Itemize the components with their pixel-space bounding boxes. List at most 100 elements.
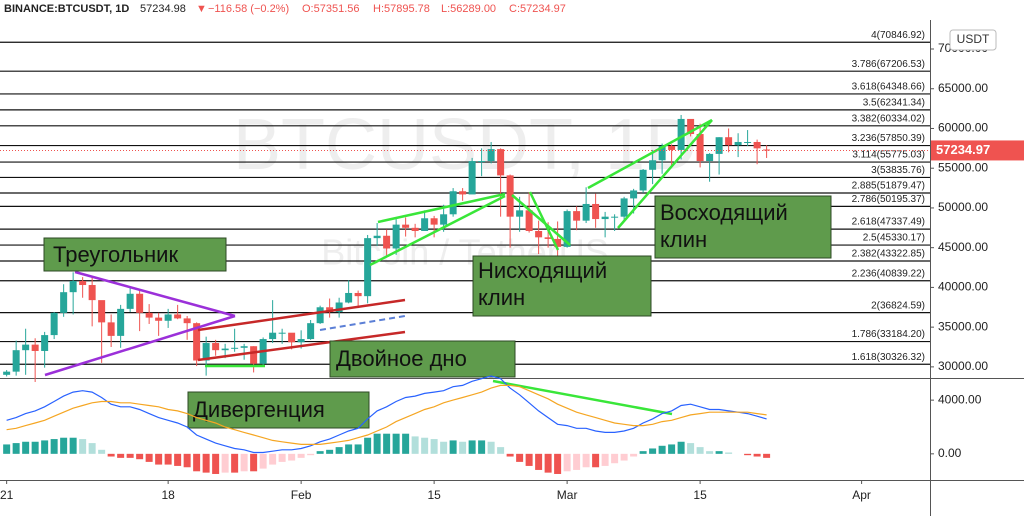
ohlc-high: H:57895.78 (373, 3, 430, 15)
y-tick-label: 65000.00 (938, 81, 988, 95)
macd-histogram-bar (478, 440, 486, 454)
fib-label: 2.236(40839.22) (852, 268, 925, 279)
annotation-text: клин (660, 227, 707, 252)
fib-label: 3.114(55775.03) (852, 150, 925, 161)
macd-histogram-bar (88, 443, 96, 454)
candle-body (421, 218, 429, 231)
annotation-text: Двойное дно (336, 346, 467, 371)
y-tick-label: 50000.00 (938, 200, 988, 214)
annotation-text: клин (478, 285, 525, 310)
candle-body (535, 230, 543, 238)
macd-histogram-bar (221, 453, 229, 473)
candle-body (269, 332, 277, 340)
candle-body (79, 281, 87, 286)
macd-histogram-bar (744, 453, 752, 456)
macd-histogram-bar (155, 453, 163, 465)
macd-histogram-bar (364, 437, 372, 454)
macd-histogram-bar (620, 453, 628, 461)
macd-histogram-bar (269, 453, 277, 465)
macd-histogram-bar (696, 447, 704, 454)
candle-body (630, 190, 638, 199)
x-tick-label: Mar (557, 488, 578, 502)
macd-histogram-bar (563, 453, 571, 472)
macd-histogram-bar (240, 453, 248, 472)
candle-body (706, 153, 714, 162)
y-tick-label: 35000.00 (938, 319, 988, 333)
macd-histogram-bar (715, 451, 723, 454)
macd-histogram-bar (402, 433, 410, 454)
macd-histogram-bar (250, 453, 258, 472)
candle-body (69, 281, 77, 293)
fib-label: 3.5(62341.34) (863, 98, 925, 109)
candle-body (668, 145, 676, 150)
macd-histogram-bar (307, 453, 315, 456)
candle-body (145, 312, 153, 318)
macd-histogram-bar (525, 453, 533, 466)
candle-body (516, 210, 524, 217)
candle-body (440, 214, 448, 225)
last-price-label: 57234.97 (936, 142, 990, 157)
candle-body (592, 203, 600, 220)
candle-body (563, 211, 571, 247)
currency: USDT (957, 32, 990, 46)
fib-label: 2.786(50195.37) (852, 194, 925, 205)
candle-body (117, 308, 125, 336)
candle-body (307, 323, 315, 340)
annotation-text: Нисходящий (478, 258, 607, 283)
candle-body (497, 149, 505, 176)
candle-body (392, 224, 400, 249)
macd-histogram-bar (411, 436, 419, 454)
macd-histogram-bar (278, 453, 286, 462)
candle-body (297, 339, 305, 343)
macd-histogram-bar (753, 453, 761, 457)
candle-body (411, 227, 419, 231)
candle-body (354, 292, 362, 297)
macd-histogram-bar (449, 440, 457, 454)
candle-body (41, 335, 49, 351)
last: 57234.98 (140, 3, 186, 15)
candle-body (373, 235, 381, 239)
macd-histogram-bar (421, 437, 429, 454)
y-tick-label: 55000.00 (938, 160, 988, 174)
ohlc-close: C:57234.97 (509, 3, 566, 15)
fib-label: 1.618(30326.32) (852, 352, 925, 363)
y-tick-label: 40000.00 (938, 280, 988, 294)
macd-histogram-bar (50, 439, 58, 454)
fib-label: 3.236(57850.39) (852, 133, 925, 144)
macd-histogram-bar (592, 453, 600, 468)
fib-label: 1.786(33184.20) (852, 329, 925, 340)
fib-label: 3(53835.76) (871, 165, 925, 176)
candle-body (687, 118, 695, 135)
candle-body (155, 317, 163, 321)
macd-histogram-bar (41, 440, 49, 454)
candle-body (250, 346, 258, 364)
candle-body (487, 149, 495, 162)
macd-histogram-bar (326, 449, 334, 454)
candle-body (611, 216, 619, 218)
candle-body (468, 161, 476, 195)
macd-histogram-bar (212, 453, 220, 474)
candle-body (12, 350, 20, 372)
candle-body (677, 118, 685, 150)
x-tick-label: Apr (852, 488, 871, 502)
candle-body (107, 322, 115, 336)
candle-body (31, 344, 39, 351)
annotation-triangle: Треугольник (43, 237, 227, 272)
symbol: BINANCE:BTCUSDT, 1D (4, 3, 129, 15)
candle-body (734, 141, 742, 146)
macd-histogram-bar (259, 453, 267, 469)
candle-body (221, 348, 229, 351)
annotation-text: Дивергенция (193, 397, 325, 422)
macd-histogram-bar (3, 444, 11, 454)
candle-body (88, 285, 96, 301)
macd-histogram-bar (573, 453, 581, 470)
x-tick-label: 18 (161, 488, 175, 502)
macd-histogram-bar (677, 441, 685, 454)
macd-tick-label: 0.00 (938, 446, 962, 460)
candle-body (639, 169, 647, 191)
y-tick-label: 60000.00 (938, 121, 988, 135)
macd-histogram-bar (136, 453, 144, 460)
macd-histogram-bar (535, 453, 543, 470)
fib-label: 2(36824.59) (871, 300, 925, 311)
